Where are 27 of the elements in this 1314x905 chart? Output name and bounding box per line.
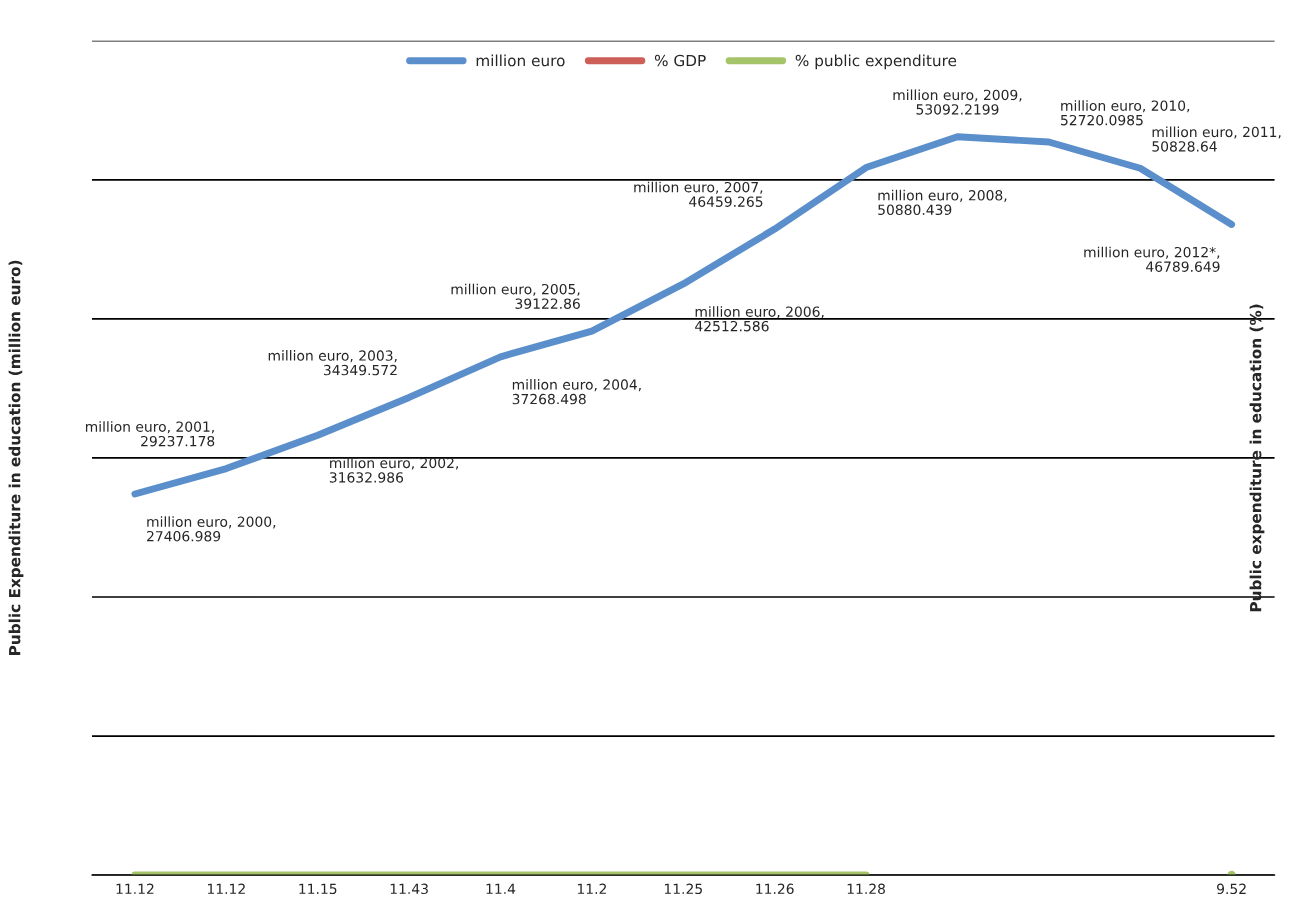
data-label: 11.25 xyxy=(664,883,702,895)
data-label: million euro, 2000, 27406.989 xyxy=(147,516,276,542)
data-label: million euro, 2007, 46459.265 xyxy=(634,181,763,207)
data-label: million euro, 2003, 34349.572 xyxy=(268,350,397,376)
data-label: million euro, 2012*, 46789.649 xyxy=(1084,246,1220,272)
legend-label: million euro xyxy=(476,54,565,67)
data-label: million euro, 2011, 50828.64 xyxy=(1152,126,1281,152)
y2-axis-title: Public expenditure in education (%) xyxy=(1249,304,1265,612)
data-label: million euro, 2005, 39122.86 xyxy=(451,283,580,309)
data-label: 11.12 xyxy=(207,883,245,894)
data-label: 11.4 xyxy=(486,883,516,894)
data-label: million euro, 2008, 50880.439 xyxy=(878,189,1007,216)
data-label: million euro, 2004, 37268.498 xyxy=(512,379,641,405)
data-label: million euro, 2001, 29237.178 xyxy=(85,421,215,447)
data-label: 11.26 xyxy=(756,883,794,895)
y-axis-title: Public Expenditure in education (million euro) xyxy=(8,260,24,655)
data-label: million euro, 2006, 42512.586 xyxy=(695,306,824,332)
legend-label: % public expenditure xyxy=(795,54,957,70)
data-label: million euro, 2002, 31632.986 xyxy=(329,457,458,483)
data-label: 11.43 xyxy=(390,883,428,895)
data-label: 9.52 xyxy=(1217,883,1246,895)
data-label: 11.28 xyxy=(847,883,885,895)
data-label: 11.2 xyxy=(577,883,606,894)
data-label: million euro, 2009, 53092.2199 xyxy=(893,89,1022,115)
data-label: 11.15 xyxy=(299,883,337,895)
legend-label: % GDP xyxy=(654,54,706,67)
data-label: 11.12 xyxy=(116,883,154,894)
